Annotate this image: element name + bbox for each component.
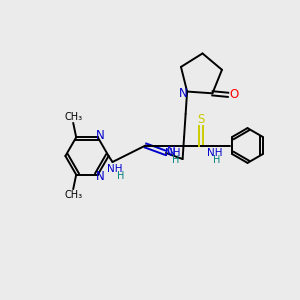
- Text: H: H: [213, 154, 220, 165]
- Text: O: O: [230, 88, 239, 101]
- Text: NH: NH: [107, 164, 123, 175]
- Text: NH: NH: [207, 148, 222, 158]
- Text: N: N: [179, 86, 188, 100]
- Text: S: S: [197, 113, 205, 126]
- Text: H: H: [172, 154, 179, 165]
- Text: H: H: [117, 171, 124, 181]
- Text: N: N: [95, 129, 104, 142]
- Text: NH: NH: [166, 148, 181, 158]
- Text: N: N: [95, 170, 104, 183]
- Text: CH₃: CH₃: [64, 112, 82, 122]
- Text: N: N: [167, 145, 176, 158]
- Text: CH₃: CH₃: [64, 190, 82, 200]
